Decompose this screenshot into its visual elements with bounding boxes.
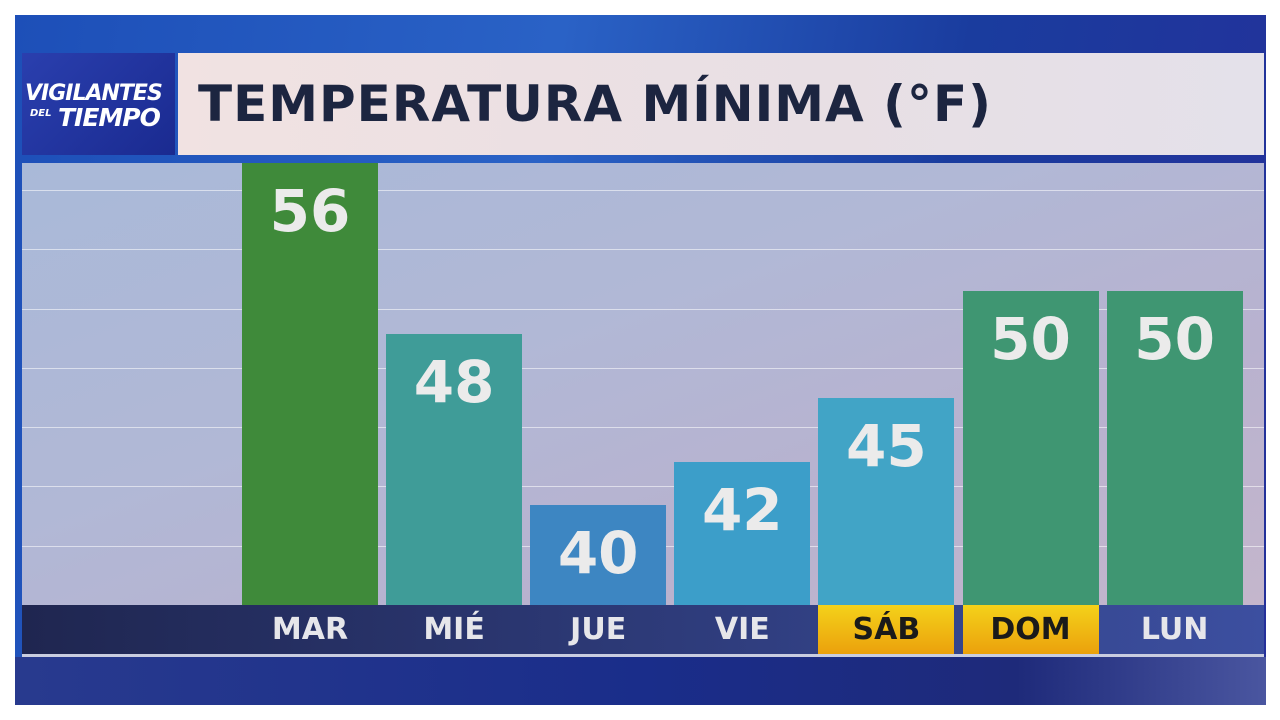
bar-lun: 50 [1106, 291, 1243, 605]
bar-vie: 42 [674, 461, 811, 605]
gridline [22, 308, 1264, 310]
value-label: 50 [1134, 305, 1215, 374]
day-labels-bar: MAR MIÉ JUE VIE SÁB DOM LUN [22, 605, 1264, 657]
logo-line3: TIEMPO [58, 103, 161, 132]
value-label: 48 [413, 347, 495, 416]
category-label: LUN [1140, 612, 1209, 647]
category-label: MAR [271, 612, 349, 647]
gridline [22, 486, 1264, 488]
plot-area: 56 48 40 42 45 50 50 [22, 163, 1264, 605]
bar-mié: 48 [386, 333, 523, 605]
value-label: 56 [269, 177, 351, 245]
category-label: SÁB [818, 605, 955, 654]
value-label: 40 [557, 518, 639, 587]
logo-line1: VIGILANTES [25, 81, 163, 106]
category-label: JUE [570, 612, 627, 647]
chart-title: TEMPERATURA MÍNIMA (°F) [198, 75, 992, 133]
category-label: DOM [962, 605, 1099, 654]
gridline [22, 367, 1264, 369]
bar-mar: 56 [242, 163, 378, 605]
title-box: TEMPERATURA MÍNIMA (°F) [178, 53, 1264, 155]
gridline [22, 427, 1264, 429]
value-label: 50 [990, 305, 1071, 374]
vigilantes-del-tiempo-logo: VIGILANTES DEL TIEMPO [22, 53, 175, 155]
bar-sáb: 45 [818, 397, 955, 605]
category-label: MIÉ [423, 612, 485, 647]
value-label: 42 [701, 475, 783, 544]
value-label: 45 [846, 411, 927, 480]
bottom-band [15, 657, 1266, 705]
logo-line2: DEL [30, 108, 52, 119]
bar-jue: 40 [530, 504, 667, 605]
gridline [22, 249, 1264, 251]
category-label: VIE [714, 612, 770, 647]
gridline [22, 189, 1264, 191]
bar-dom: 50 [962, 291, 1099, 605]
